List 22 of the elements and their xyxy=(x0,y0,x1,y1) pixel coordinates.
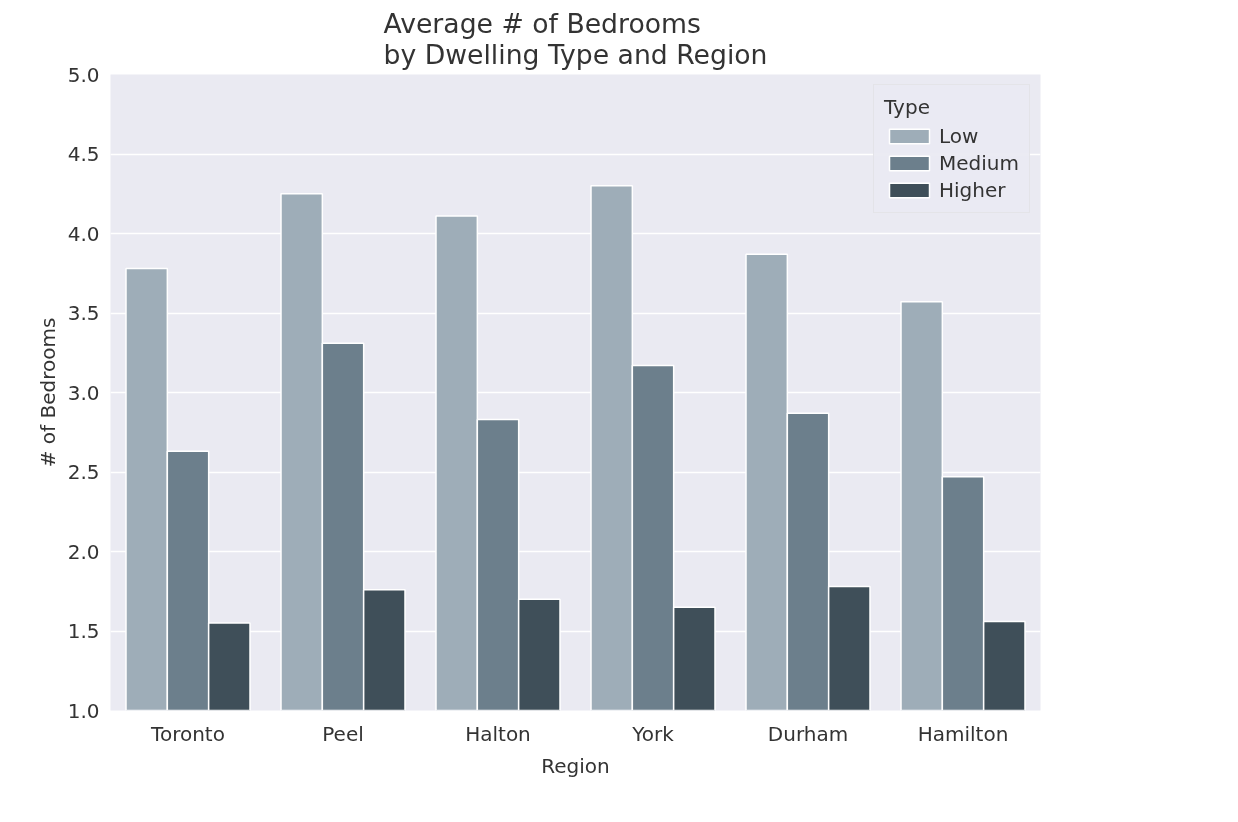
legend-label: Higher xyxy=(939,178,1006,202)
y-tick-label: 4.0 xyxy=(67,221,100,246)
x-tick-label: Durham xyxy=(767,721,849,746)
y-tick-label: 1.0 xyxy=(67,698,100,723)
y-tick-label: 1.5 xyxy=(67,619,100,643)
y-tick-label: 5.0 xyxy=(67,62,100,87)
x-axis-title: Region xyxy=(541,753,610,778)
x-tick-label: Toronto xyxy=(150,721,225,746)
y-tick-label: 2.0 xyxy=(67,539,100,564)
y-tick-label: 3.0 xyxy=(67,380,100,405)
legend-label: Low xyxy=(939,124,979,148)
legend-label: Medium xyxy=(939,151,1019,175)
legend-title: Type xyxy=(884,95,931,119)
y-tick-label: 2.5 xyxy=(67,460,100,484)
y-axis-title: # of Bedrooms xyxy=(35,317,60,468)
y-tick-label: 3.5 xyxy=(67,301,100,325)
y-tick-label: 4.5 xyxy=(67,142,100,166)
x-tick-label: Halton xyxy=(465,721,531,746)
x-tick-label: Peel xyxy=(322,721,364,746)
x-tick-label: York xyxy=(631,721,675,746)
chart-title: Average # of Bedrooms by Dwelling Type and Region xyxy=(383,7,768,70)
x-tick-label: Hamilton xyxy=(917,721,1009,746)
